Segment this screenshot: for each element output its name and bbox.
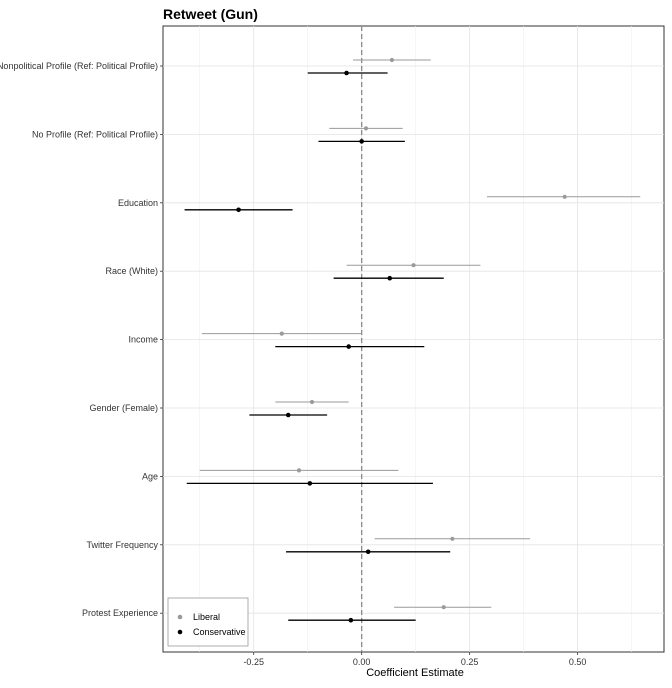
grid [162, 25, 665, 653]
point-liberal [441, 605, 446, 610]
series-marks [184, 57, 641, 623]
point-liberal [411, 263, 416, 268]
point-conservative [285, 412, 291, 418]
category-label: No Profile (Ref: Political Profile) [32, 129, 158, 139]
category-label: Gender (Female) [89, 403, 158, 413]
x-tick-label: 0.50 [569, 657, 587, 667]
legend-key-conservative [177, 629, 183, 635]
point-conservative [344, 70, 349, 76]
plot-panel [162, 25, 665, 653]
x-axis-label: Coefficient Estimate [366, 667, 464, 679]
y-axis-labels: Nonpolitical Profile (Ref: Political Pro… [0, 61, 163, 618]
category-label: Education [118, 198, 158, 208]
legend-key-liberal [177, 614, 183, 620]
point-liberal [309, 399, 315, 405]
point-liberal [450, 536, 455, 541]
point-liberal [562, 194, 567, 199]
point-conservative [365, 549, 371, 555]
point-conservative [387, 275, 393, 281]
category-label: Protest Experience [82, 608, 158, 618]
chart-title: Retweet (Gun) [163, 6, 258, 22]
point-conservative [307, 481, 313, 486]
legend-box [167, 597, 249, 647]
point-liberal [389, 57, 395, 63]
category-label: Twitter Frequency [86, 540, 158, 550]
point-conservative [348, 617, 354, 623]
legend: Liberal Conservative [167, 597, 249, 647]
x-tick-label: 0.00 [353, 657, 371, 667]
category-label: Age [142, 471, 158, 481]
point-conservative [236, 207, 241, 213]
point-conservative [346, 344, 352, 349]
x-axis-ticks: -0.25 0.00 0.25 0.50 [243, 652, 586, 667]
category-label: Nonpolitical Profile (Ref: Political Pro… [0, 61, 158, 71]
point-liberal [279, 331, 284, 336]
category-label: Income [128, 335, 158, 345]
x-tick-label: 0.25 [461, 657, 479, 667]
point-liberal [296, 468, 302, 473]
point-liberal [363, 126, 369, 131]
point-conservative [359, 139, 364, 144]
category-label: Race (White) [105, 266, 158, 276]
x-tick-label: -0.25 [243, 657, 264, 667]
legend-label-liberal: Liberal [193, 612, 220, 622]
legend-label-conservative: Conservative [193, 627, 246, 637]
